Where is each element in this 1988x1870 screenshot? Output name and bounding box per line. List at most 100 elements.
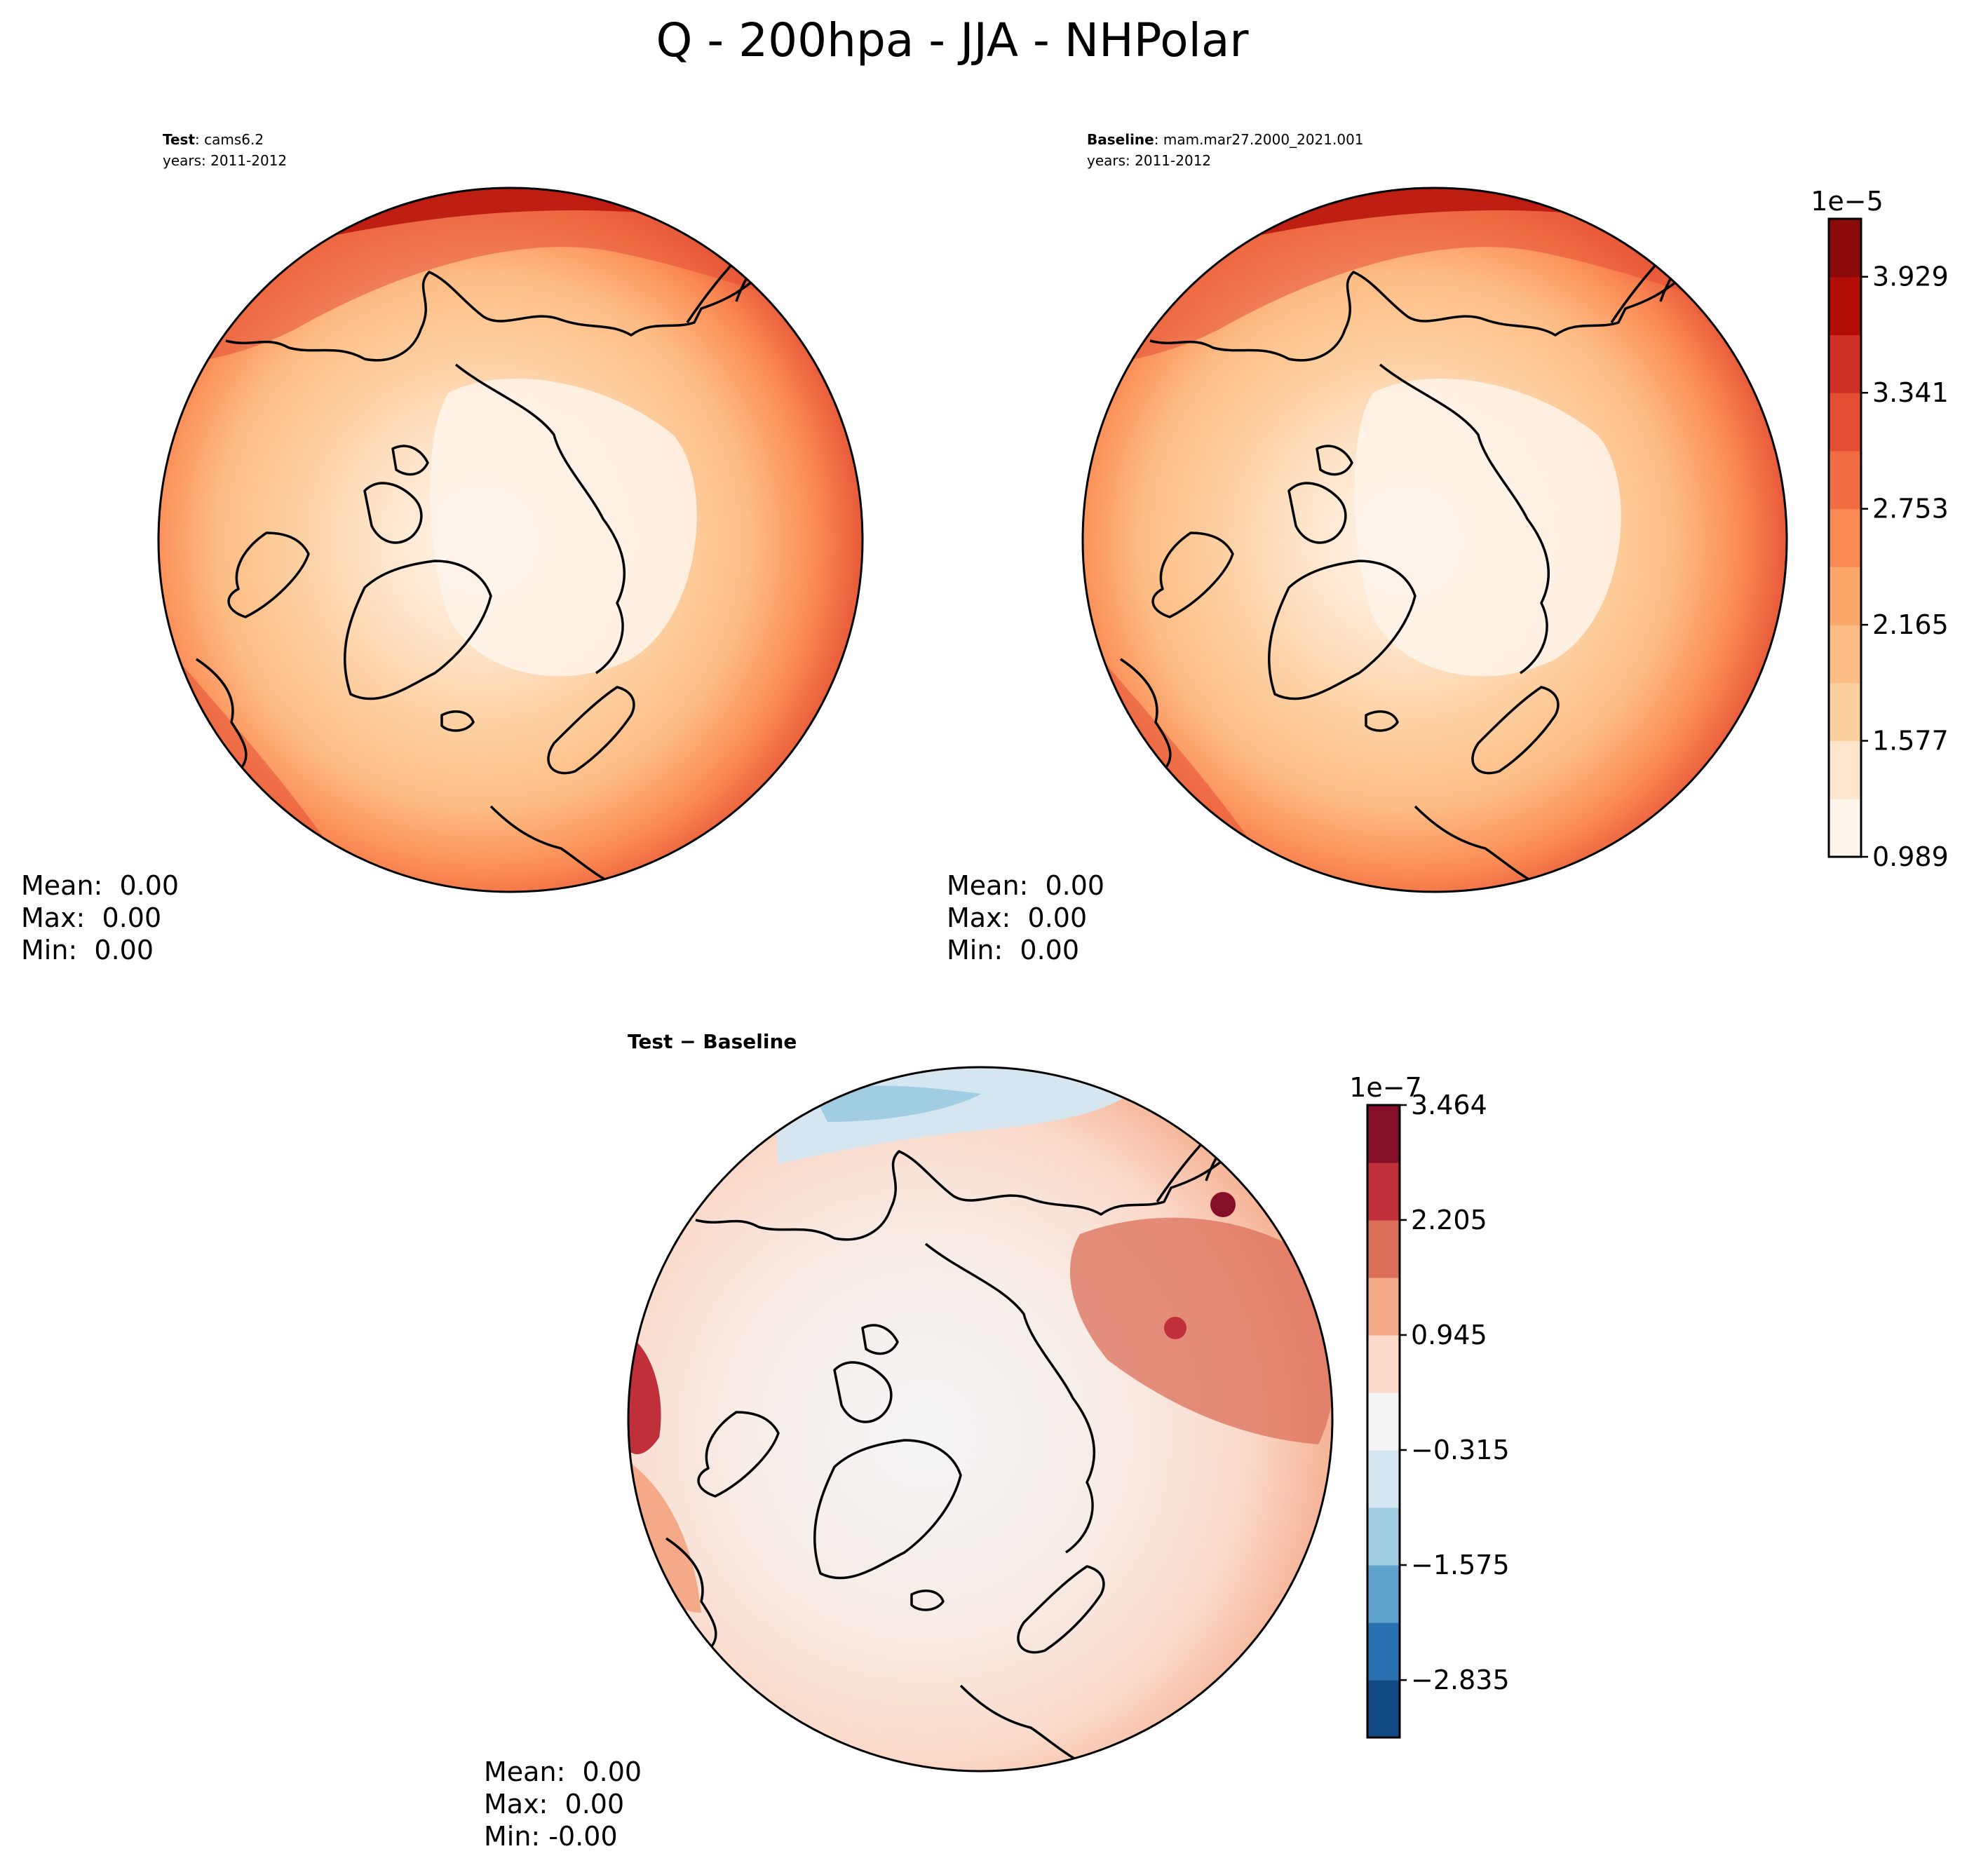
difference-map [628, 1067, 1332, 1771]
difference-colorbar-tick-label-2: −0.315 [1411, 1435, 1510, 1465]
baseline-colorbar-level-4 [1829, 567, 1861, 625]
baseline-map-boundary [1081, 187, 1788, 893]
baseline-colorbar-level-0 [1829, 799, 1861, 858]
difference-coast-archipelago [833, 1324, 899, 1423]
baseline-colorbar-tick-label-1: 1.577 [1872, 726, 1949, 757]
baseline-colorbar-level-5 [1829, 508, 1861, 567]
difference-colorbar-level-9 [1367, 1163, 1400, 1221]
difference-stat-mean: Mean: 0.00 [484, 1756, 642, 1787]
baseline-stats: Mean: 0.00 Max: 0.00 Min: 0.00 [947, 870, 1104, 966]
test-map-boundary [157, 187, 864, 893]
baseline-coast-archipelago [1287, 445, 1353, 544]
baseline-colorbar-tick-label-3: 2.753 [1872, 494, 1949, 524]
difference-colorbar-level-5 [1367, 1393, 1400, 1451]
difference-coast-scandinavia [1017, 1565, 1105, 1654]
baseline-colorbar-tick-label-5: 3.929 [1872, 262, 1949, 292]
baseline-label-bold: Baseline [1087, 131, 1154, 148]
difference-coast-canada [924, 1242, 1096, 1554]
test-stat-min: Min: 0.00 [21, 935, 154, 966]
test-coast-greenland [343, 560, 492, 700]
baseline-colorbar-level-8 [1829, 334, 1861, 393]
difference-coast-alaska [665, 1537, 717, 1652]
difference-colorbar-tick-label-1: −1.575 [1411, 1550, 1510, 1580]
test-panel-label: Test: cams6.2 [163, 131, 264, 148]
baseline-colorbar: 1e−5 0.989 1.577 2.165 2.753 3.341 3.929 [1811, 186, 1949, 872]
difference-coast-greenland [813, 1439, 962, 1580]
baseline-stat-mean: Mean: 0.00 [947, 870, 1104, 901]
difference-colorbar-level-0 [1367, 1680, 1400, 1738]
test-coast-hudson [227, 531, 310, 618]
test-coast-archipelago [363, 445, 429, 544]
test-years: years: 2011-2012 [163, 152, 287, 169]
baseline-colorbar-level-10 [1829, 219, 1861, 278]
test-label-bold: Test [163, 131, 195, 148]
test-stat-mean: Mean: 0.00 [21, 870, 179, 901]
baseline-colorbar-level-2 [1829, 682, 1861, 742]
difference-coast-iceland [910, 1590, 945, 1611]
test-coast-alaska [196, 658, 248, 773]
difference-colorbar-level-10 [1367, 1105, 1400, 1163]
baseline-colorbar-level-7 [1829, 393, 1861, 452]
baseline-colorbar-tick-label-0: 0.989 [1872, 841, 1949, 872]
difference-field-negative-core [813, 1085, 982, 1122]
difference-colorbar-level-3 [1367, 1507, 1400, 1566]
difference-panel: Test − Baseline [484, 1030, 1510, 1852]
baseline-coast-iceland [1365, 710, 1399, 732]
difference-stats: Mean: 0.00 Max: 0.00 Min: -0.00 [484, 1756, 642, 1852]
test-label-separator: : [195, 131, 204, 148]
test-coast-iceland [440, 710, 475, 732]
baseline-case-name: mam.mar27.2000_2021.001 [1163, 131, 1364, 148]
difference-coast-siberia [695, 1130, 1257, 1241]
difference-colorbar-level-1 [1367, 1622, 1400, 1681]
difference-panel-label: Test − Baseline [628, 1030, 797, 1053]
baseline-stat-max: Max: 0.00 [947, 902, 1087, 933]
baseline-colorbar-level-3 [1829, 625, 1861, 684]
baseline-coast-scandinavia [1471, 686, 1560, 775]
baseline-colorbar-outline [1827, 217, 1862, 858]
difference-colorbar-exponent: 1e−7 [1349, 1072, 1422, 1103]
difference-colorbar-tick-label-3: 0.945 [1411, 1320, 1487, 1350]
difference-colorbar-level-4 [1367, 1450, 1400, 1508]
difference-colorbar-tick-label-4: 2.205 [1411, 1205, 1487, 1235]
test-coast-siberia [225, 251, 787, 362]
test-stat-max: Max: 0.00 [21, 902, 161, 933]
baseline-stat-min: Min: 0.00 [947, 935, 1079, 966]
baseline-colorbar-exponent: 1e−5 [1811, 186, 1884, 217]
difference-colorbar: 1e−7 −2.835 −1.575 −0.315 0.945 2.205 3.464 [1349, 1072, 1510, 1739]
baseline-colorbar-level-6 [1829, 450, 1861, 510]
difference-colorbar-tick-label-5: 3.464 [1411, 1090, 1487, 1120]
baseline-label-separator: : [1154, 131, 1163, 148]
difference-field-spot [1164, 1317, 1186, 1339]
baseline-field-minimum [1354, 379, 1621, 677]
test-case-name: cams6.2 [204, 131, 264, 148]
difference-field-positive-east [1069, 1217, 1332, 1444]
test-coast-canada [454, 363, 626, 675]
difference-colorbar-level-6 [1367, 1335, 1400, 1393]
difference-map-boundary [627, 1066, 1334, 1773]
difference-colorbar-level-2 [1367, 1565, 1400, 1623]
baseline-colorbar-level-1 [1829, 740, 1861, 799]
difference-stat-max: Max: 0.00 [484, 1789, 624, 1820]
baseline-panel: Baseline: mam.mar27.2000_2021.001 years:… [947, 131, 1949, 966]
test-coastlines [196, 237, 787, 892]
difference-stat-min: Min: -0.00 [484, 1821, 618, 1852]
baseline-coast-alaska [1120, 658, 1172, 773]
test-coast-scandinavia [547, 686, 635, 775]
difference-colorbar-level-8 [1367, 1220, 1400, 1278]
baseline-coastlines [1120, 237, 1711, 892]
baseline-years: years: 2011-2012 [1087, 152, 1211, 169]
test-panel: Test: cams6.2 years: 2011-2012 [21, 131, 864, 966]
baseline-coast-greenland [1267, 560, 1416, 700]
difference-colorbar-level-7 [1367, 1278, 1400, 1336]
baseline-colorbar-level-9 [1829, 276, 1861, 336]
baseline-coast-siberia [1149, 251, 1711, 362]
difference-colorbar-tick-label-0: −2.835 [1411, 1665, 1510, 1695]
test-stats: Mean: 0.00 Max: 0.00 Min: 0.00 [21, 870, 179, 966]
baseline-colorbar-tick-label-4: 3.341 [1872, 377, 1949, 408]
test-field-minimum [430, 379, 697, 677]
difference-field-peak [1210, 1192, 1236, 1217]
baseline-coast-hudson [1151, 531, 1234, 618]
difference-colorbar-outline [1366, 1104, 1401, 1739]
baseline-colorbar-tick-label-2: 2.165 [1872, 609, 1949, 640]
